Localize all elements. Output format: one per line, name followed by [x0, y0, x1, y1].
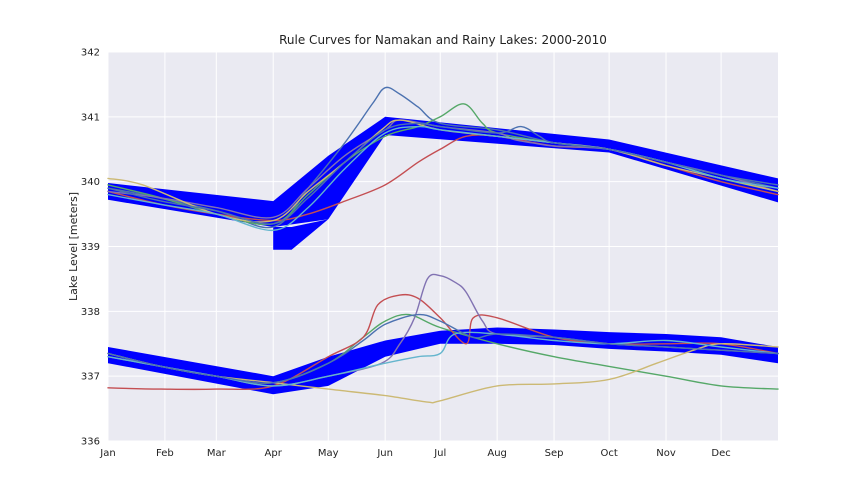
tick-labels: 336 337 338 339 340 341 342 Jan Feb Mar Apr May Jun J… — [81, 48, 731, 460]
series-line-lower-10 — [107, 343, 779, 404]
series-line-upper-6 — [107, 122, 779, 225]
lake-level-series — [107, 86, 779, 404]
y-tick-label: 342 — [81, 48, 100, 59]
x-tick-label: Apr — [265, 448, 283, 459]
y-tick-label: 338 — [81, 307, 100, 318]
rule-curve-band-upper — [108, 116, 778, 227]
y-tick-label: 339 — [81, 242, 100, 253]
x-tick-label: Nov — [656, 448, 676, 459]
x-tick-label: Feb — [156, 448, 174, 459]
x-tick-label: Aug — [487, 448, 507, 459]
x-tick-label: Mar — [207, 448, 227, 459]
y-tick-label: 336 — [81, 437, 100, 448]
x-tick-label: Jul — [433, 448, 446, 459]
x-tick-label: Oct — [600, 448, 617, 459]
rule-curve-band-extension — [273, 219, 329, 250]
y-tick-label: 341 — [81, 112, 100, 123]
x-tick-label: May — [318, 448, 339, 459]
x-tick-label: Jan — [99, 448, 115, 459]
x-tick-label: Jun — [376, 448, 393, 459]
series-line-lower-12 — [107, 313, 779, 384]
x-tick-label: Sep — [545, 448, 564, 459]
y-tick-label: 337 — [81, 372, 100, 383]
x-tick-label: Dec — [711, 448, 730, 459]
y-axis-label: Lake Level [meters] — [67, 192, 80, 301]
chart-title: Rule Curves for Namakan and Rainy Lakes:… — [279, 33, 607, 47]
y-tick-label: 340 — [81, 177, 100, 188]
